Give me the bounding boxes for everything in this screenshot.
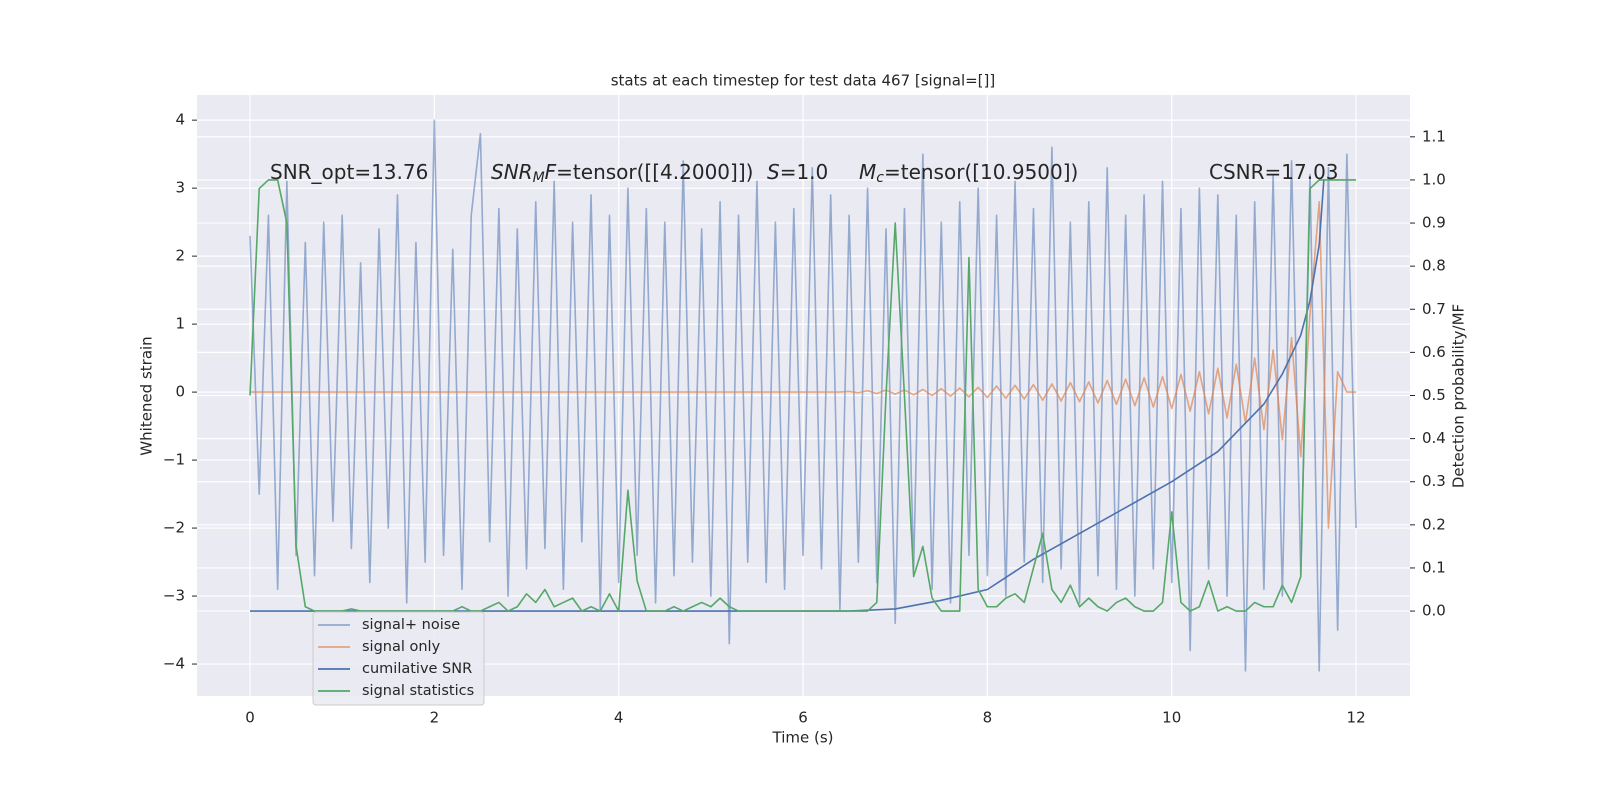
- series-line: [250, 179, 1325, 612]
- annotation: SNRMF=tensor([[4.2000]]): [491, 160, 753, 187]
- y2-tick-label: 0.9: [1422, 214, 1446, 232]
- annotation-part: =tensor([10.9500]): [884, 160, 1078, 184]
- y2-tick-label: 0.4: [1422, 429, 1446, 447]
- x-tick-label: 10: [1162, 709, 1181, 727]
- y-tick-label: 1: [175, 315, 185, 333]
- y-tick-label: 0: [175, 383, 185, 401]
- annotation-part: =1.0: [780, 160, 829, 184]
- y2-tick-label: 1.1: [1422, 127, 1446, 145]
- legend-label: cumilative SNR: [362, 661, 472, 677]
- y2-tick-label: 0.7: [1422, 300, 1446, 318]
- y-tick-label: 2: [175, 247, 185, 265]
- annotation: SNR_opt=13.76: [270, 160, 428, 184]
- y-tick-label: −2: [163, 519, 185, 537]
- x-tick-label: 2: [430, 709, 440, 727]
- y-tick-label: −1: [163, 451, 185, 469]
- y-tick-label: 3: [175, 179, 185, 197]
- legend-label: signal only: [362, 639, 441, 655]
- annotation-part: CSNR=17.03: [1209, 160, 1339, 184]
- y2-tick-label: 0.5: [1422, 386, 1446, 404]
- annotation: Mc=tensor([10.9500]): [859, 160, 1078, 187]
- y-tick-label: −4: [163, 655, 185, 673]
- y2-tick-label: 0.3: [1422, 472, 1446, 490]
- y2-tick-label: 0.0: [1422, 602, 1446, 620]
- x-tick-label: 6: [798, 709, 808, 727]
- x-tick-label: 4: [614, 709, 624, 727]
- series-line: [249, 119, 1357, 672]
- legend-label: signal statistics: [362, 683, 474, 699]
- series-line: [250, 200, 1357, 529]
- y-tick-label: −3: [163, 587, 185, 605]
- y-axis-label: Whitened strain: [138, 336, 156, 455]
- legend-label: signal+ noise: [362, 617, 460, 633]
- annotation-part: S: [767, 160, 780, 184]
- y2-axis-label: Detection probability/MF: [1450, 304, 1468, 488]
- y-tick-label: 4: [175, 111, 185, 129]
- legend-frame: [312, 611, 485, 706]
- y2-tick-label: 0.1: [1422, 558, 1446, 576]
- chart-title: stats at each timestep for test data 467…: [611, 72, 996, 90]
- annotation-part: =tensor([[4.2000]]): [556, 160, 753, 184]
- y2-tick-label: 1.0: [1422, 170, 1446, 188]
- annotation-part: M: [859, 160, 876, 184]
- annotation-part: F: [545, 160, 557, 184]
- x-axis-label: Time (s): [772, 729, 834, 747]
- series-line: [249, 179, 1357, 612]
- y2-tick-label: 0.8: [1422, 257, 1446, 275]
- x-tick-label: 8: [983, 709, 993, 727]
- y2-tick-label: 0.6: [1422, 343, 1446, 361]
- x-tick-label: 0: [245, 709, 255, 727]
- y2-tick-label: 0.2: [1422, 515, 1446, 533]
- annotation-part: M: [533, 170, 545, 186]
- annotation: S=1.0: [767, 160, 828, 184]
- annotation-part: SNR: [491, 160, 533, 184]
- legend: signal+ noise signal only cumilative SNR si…: [312, 611, 485, 706]
- annotation-part: c: [876, 170, 884, 186]
- annotation-part: SNR_opt=13.76: [270, 160, 428, 184]
- annotation: CSNR=17.03: [1209, 160, 1339, 184]
- x-tick-label: 12: [1347, 709, 1366, 727]
